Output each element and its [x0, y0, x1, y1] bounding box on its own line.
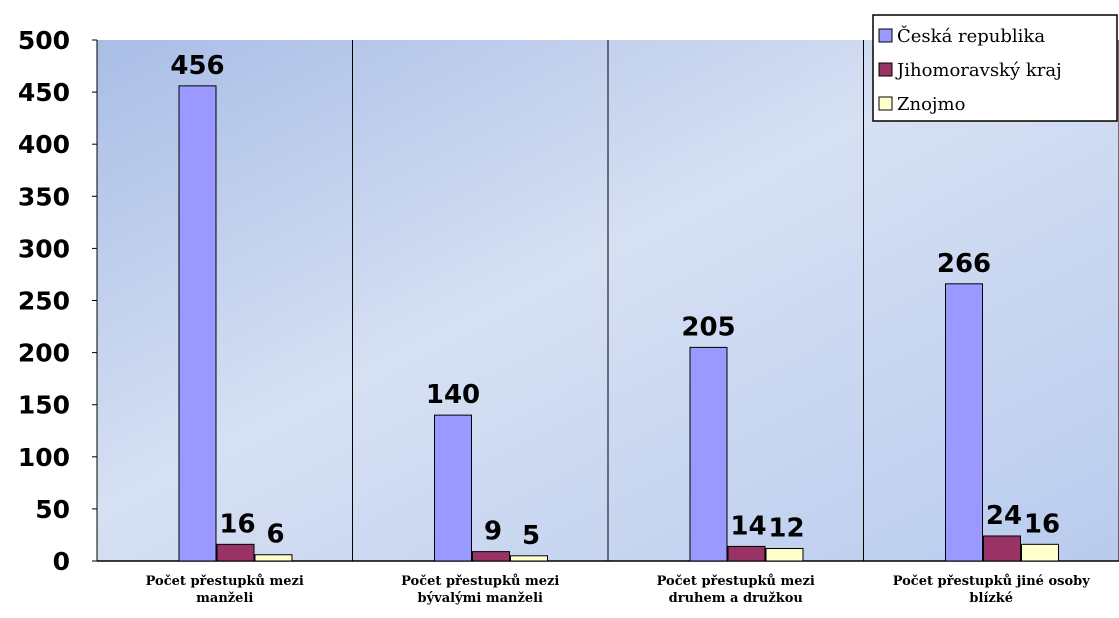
x-tick-label: Počet přestupků mezi: [146, 574, 304, 589]
bar: [1021, 543, 1059, 562]
data-label: 16: [219, 509, 255, 539]
data-label: 266: [937, 249, 991, 279]
y-tick-label: 450: [18, 78, 70, 107]
bar: [945, 283, 983, 562]
y-tick-label: 350: [18, 182, 70, 211]
legend-box: [872, 14, 1118, 122]
legend-swatch: [878, 62, 893, 77]
x-tick-label: bývalými manželi: [418, 591, 544, 606]
y-tick-label: 250: [18, 287, 70, 316]
data-label: 205: [681, 312, 735, 342]
y-tick-label: 500: [18, 26, 70, 55]
data-label: 12: [768, 513, 804, 543]
x-tick-label: manželi: [196, 591, 253, 606]
bar: [254, 554, 293, 562]
y-tick-label: 50: [35, 495, 70, 524]
x-tick-label: Počet přestupků mezi: [657, 574, 815, 589]
data-label: 5: [522, 521, 540, 551]
bar: [765, 547, 804, 562]
legend-label: Znojmo: [897, 94, 965, 115]
data-label: 16: [1024, 509, 1060, 539]
y-tick-label: 400: [18, 130, 70, 159]
x-tick-label: blízké: [969, 591, 1013, 606]
data-label: 456: [170, 51, 224, 81]
bar: [983, 535, 1021, 562]
data-label: 9: [484, 517, 502, 547]
data-label: 14: [730, 511, 766, 541]
bar: [178, 85, 217, 562]
y-tick-label: 300: [18, 234, 70, 263]
bar: [434, 414, 472, 562]
data-label: 24: [986, 501, 1022, 531]
legend-swatch: [878, 28, 893, 43]
x-tick-label: Počet přestupků jiné osoby: [893, 574, 1091, 589]
bar: [510, 555, 548, 562]
legend-label: Jihomoravský kraj: [895, 60, 1062, 81]
y-tick-label: 200: [18, 339, 70, 368]
bar: [727, 545, 766, 562]
x-tick-label: druhem a družkou: [669, 591, 803, 606]
y-tick-label: 100: [18, 443, 70, 472]
bar: [216, 543, 255, 562]
x-tick-label: Počet přestupků mezi: [401, 574, 559, 589]
bar: [689, 346, 728, 562]
legend-swatch: [878, 96, 893, 111]
y-tick-label: 150: [18, 391, 70, 420]
legend-label: Česká republika: [897, 24, 1045, 47]
data-label: 140: [426, 380, 480, 410]
data-label: 6: [266, 520, 284, 550]
y-tick-label: 0: [53, 547, 70, 576]
bar: [472, 551, 510, 562]
